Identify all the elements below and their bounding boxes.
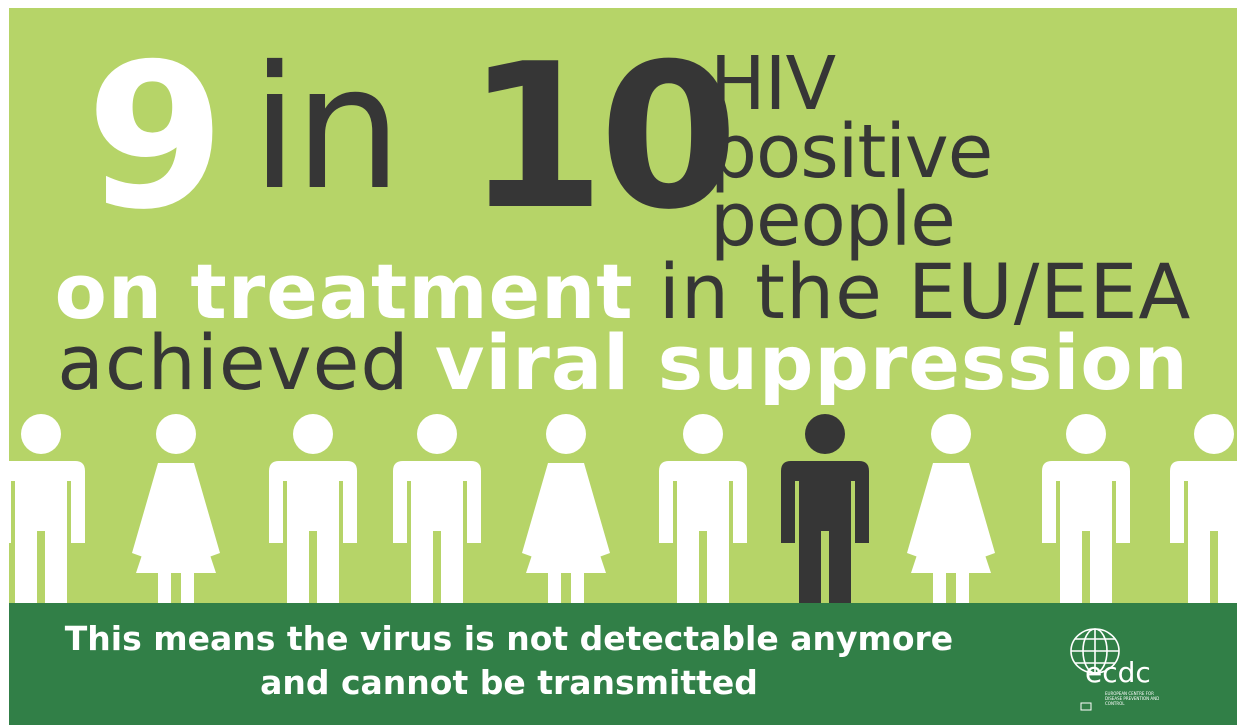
footer-line1: This means the virus is not detectable a… bbox=[64, 619, 954, 658]
ecdc-logo-subtext: EUROPEAN CENTRE FOR DISEASE PREVENTION A… bbox=[1105, 691, 1160, 706]
man-figure bbox=[1042, 414, 1130, 603]
man-figure-highlighted bbox=[781, 414, 869, 603]
man-figure bbox=[9, 414, 85, 603]
globe-icon bbox=[1070, 628, 1120, 711]
subline-treatment-bold: on treatment bbox=[54, 247, 634, 336]
headline-number-ten: 10 bbox=[466, 21, 738, 254]
subline-treatment: on treatment in the EU/EEA bbox=[9, 254, 1237, 330]
woman-figure bbox=[522, 414, 610, 603]
ecdc-logo-text: ecdc bbox=[1085, 656, 1151, 689]
man-figure bbox=[659, 414, 747, 603]
people-pictogram bbox=[9, 414, 1237, 603]
man-figure bbox=[269, 414, 357, 603]
woman-figure bbox=[132, 414, 220, 603]
headline-in-word: in bbox=[251, 30, 402, 228]
footer-message: This means the virus is not detectable a… bbox=[9, 617, 1009, 705]
headline-hiv-text: HIV positive people bbox=[710, 41, 993, 264]
woman-figure bbox=[907, 414, 995, 603]
infographic-card: 9 in 10 HIV positive people on treatment… bbox=[9, 8, 1237, 725]
headline-hiv-line2: people bbox=[710, 177, 956, 264]
man-figure bbox=[1170, 414, 1237, 603]
headline-number-nine: 9 bbox=[86, 21, 225, 254]
footer-line2: and cannot be transmitted bbox=[260, 663, 758, 702]
headline-hiv-line1: HIV positive bbox=[710, 41, 993, 196]
subline-suppression: achieved viral suppression bbox=[9, 325, 1237, 401]
subline-treatment-rest: in the EU/EEA bbox=[658, 247, 1192, 336]
subline-achieved: achieved bbox=[57, 318, 410, 407]
footer-banner: This means the virus is not detectable a… bbox=[9, 603, 1237, 725]
man-figure bbox=[393, 414, 481, 603]
subline-viral-suppression: viral suppression bbox=[434, 318, 1189, 407]
ecdc-logo: ecdc EUROPEAN CENTRE FOR DISEASE PREVENT… bbox=[1061, 615, 1171, 715]
